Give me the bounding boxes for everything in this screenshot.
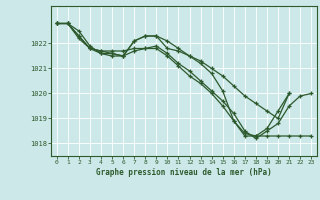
X-axis label: Graphe pression niveau de la mer (hPa): Graphe pression niveau de la mer (hPa): [96, 168, 272, 177]
